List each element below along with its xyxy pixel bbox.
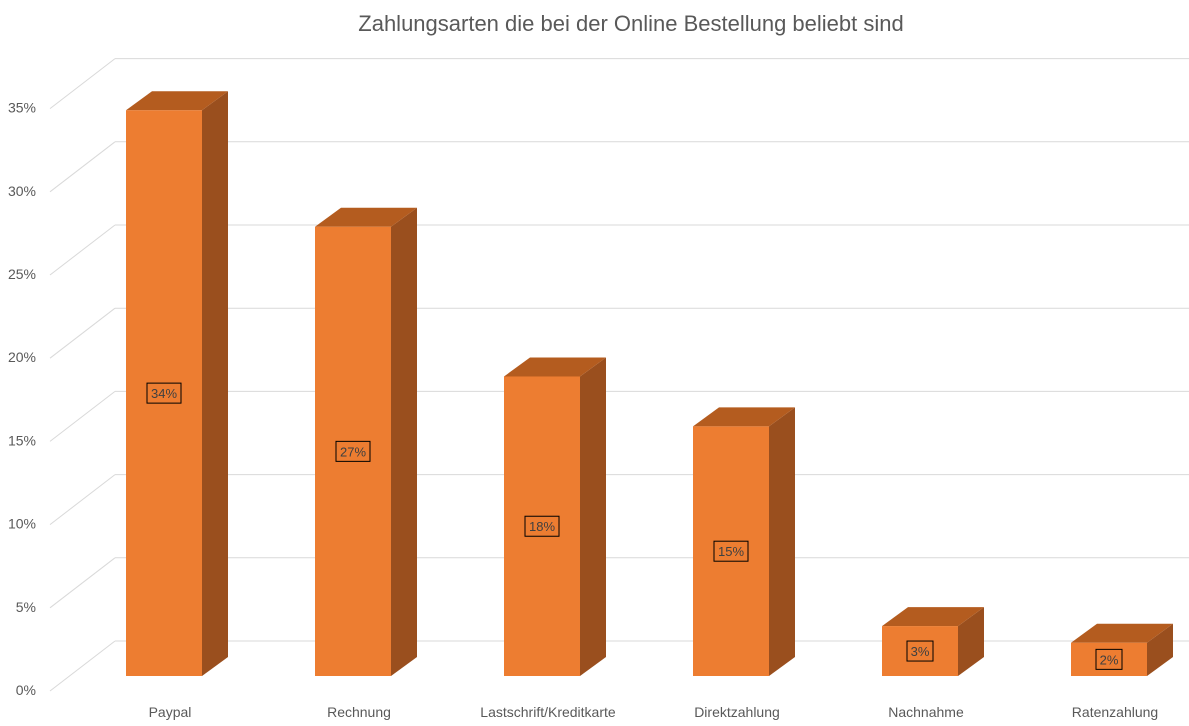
data-label: 3%: [911, 644, 930, 659]
data-label: 27%: [340, 444, 366, 459]
y-tick-label: 35%: [8, 100, 36, 116]
x-axis-labels: Paypal Rechnung Lastschrift/Kreditkarte Dir…: [149, 704, 1159, 720]
category-label: Ratenzahlung: [1072, 704, 1158, 720]
bar: 18%: [504, 357, 606, 676]
y-tick-label: 10%: [8, 516, 36, 532]
gridlines: [49, 58, 1189, 692]
data-label-box: [906, 640, 934, 662]
category-label: Direktzahlung: [694, 704, 780, 720]
y-tick-label: 5%: [16, 599, 36, 615]
y-tick-label: 15%: [8, 432, 36, 448]
bar: 3%: [882, 607, 984, 676]
bars: 34% 27% 18% 15% 3% 2%: [126, 91, 1173, 677]
bar: 2%: [1071, 623, 1173, 676]
category-label: Paypal: [149, 704, 192, 720]
data-label-box: [524, 515, 560, 537]
bar: 15%: [693, 407, 795, 676]
data-label: 15%: [718, 544, 744, 559]
category-label: Rechnung: [327, 704, 391, 720]
y-tick-label: 30%: [8, 183, 36, 199]
chart-title: Zahlungsarten die bei der Online Bestell…: [358, 11, 903, 36]
data-label-box: [1095, 648, 1123, 670]
bar: 34%: [126, 91, 228, 677]
data-label-box: [335, 440, 371, 462]
data-label: 2%: [1100, 652, 1119, 667]
y-tick-label: 25%: [8, 266, 36, 282]
category-label: Nachnahme: [888, 704, 964, 720]
data-label-box: [713, 540, 749, 562]
data-label: 18%: [529, 519, 555, 534]
data-label-box: [146, 382, 182, 404]
bar: 27%: [315, 207, 417, 676]
data-label: 34%: [151, 386, 177, 401]
category-label: Lastschrift/Kreditkarte: [480, 704, 616, 720]
y-tick-label: 0%: [16, 682, 36, 698]
y-tick-label: 20%: [8, 349, 36, 365]
y-axis-ticks: 0% 5% 10% 15% 20% 25% 30% 35%: [8, 100, 36, 698]
